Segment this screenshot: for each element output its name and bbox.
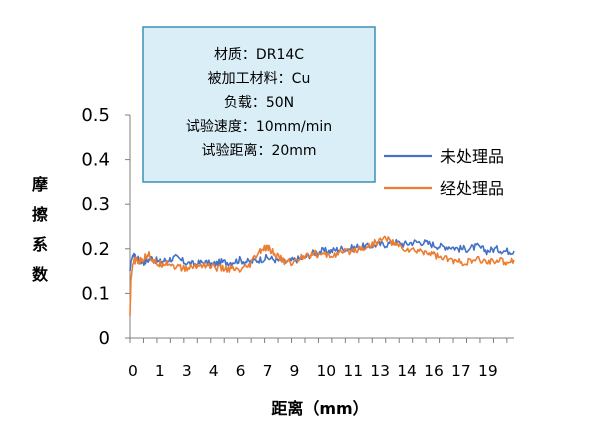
x-tick-label: 10 <box>316 362 336 380</box>
series-layer <box>129 235 515 316</box>
x-tick-label: 0 <box>128 362 138 380</box>
info-box-frame <box>142 26 376 183</box>
y-tick-labels: 0 0.1 0.2 0.3 0.4 0.5 <box>81 105 110 349</box>
x-tick-label: 13 <box>370 362 390 380</box>
x-tick-label: 9 <box>290 362 300 380</box>
y-tick-label: 0.3 <box>81 194 110 215</box>
series-line-2 <box>129 235 515 316</box>
x-tick-label: 11 <box>343 362 363 380</box>
y-axis-label-char: 摩 <box>32 175 48 194</box>
x-tick-label: 14 <box>397 362 417 380</box>
info-box-line: 被加工材料：Cu <box>208 71 311 87</box>
y-tick-label: 0.1 <box>81 283 110 304</box>
x-tick-label: 19 <box>478 362 498 380</box>
info-box: 材质：DR14C 被加工材料：Cu 负载：50N 试验速度：10mm/min 试验距离：… <box>142 26 376 183</box>
x-axis-label: 距离（mm） <box>271 399 368 418</box>
info-box-line: 负载：50N <box>224 95 294 111</box>
y-tick-label: 0.4 <box>81 150 110 171</box>
y-axis-label-char: 数 <box>32 265 49 284</box>
y-axis-label-char: 擦 <box>32 205 48 224</box>
y-tick-label: 0.2 <box>81 239 110 260</box>
x-tick-label: 4 <box>209 362 219 380</box>
info-box-line: 材质：DR14C <box>214 47 304 63</box>
x-tick-label: 1 <box>155 362 165 380</box>
y-tick-label: 0.5 <box>81 105 110 126</box>
x-tick-label: 6 <box>236 362 246 380</box>
info-box-line: 试验速度：10mm/min <box>186 119 332 135</box>
y-tick-label: 0 <box>99 328 110 349</box>
x-tick-label: 17 <box>451 362 471 380</box>
legend-label-2: 经处理品 <box>440 179 504 198</box>
y-axis-label-char: 系 <box>32 235 48 254</box>
legend-label-1: 未处理品 <box>440 147 504 166</box>
info-box-line: 试验距离：20mm <box>201 142 316 159</box>
x-tick-label: 7 <box>263 362 273 380</box>
x-tick-label: 16 <box>424 362 444 380</box>
x-tick-label: 3 <box>182 362 192 380</box>
x-tick-labels: 0 1 3 4 6 7 9 10 11 13 14 16 17 19 <box>128 362 498 380</box>
series-line-1 <box>129 238 515 272</box>
